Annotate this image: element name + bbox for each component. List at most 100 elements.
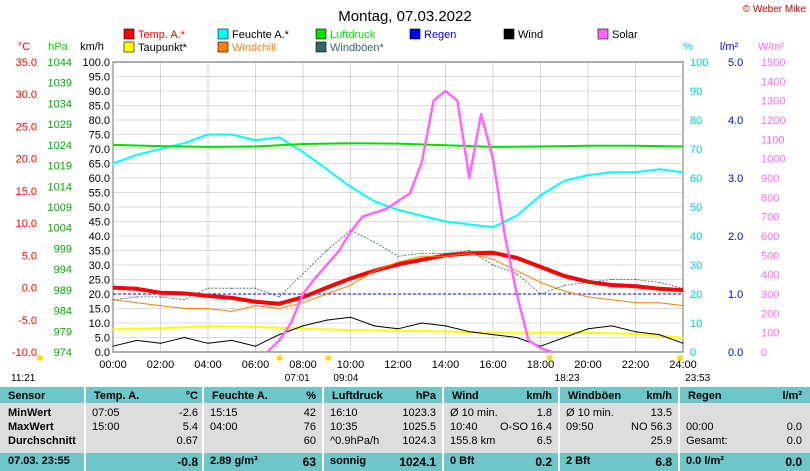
data-point xyxy=(254,326,257,328)
table-row: MaxWert xyxy=(0,420,84,434)
header-cell: Temp. A. °C xyxy=(86,389,204,403)
data-point xyxy=(492,258,494,260)
table-column: Wind km/h Ø 10 min. 1.8 10:40 O-SO 16.4 155.8 k… xyxy=(444,387,558,471)
data-point xyxy=(112,345,114,347)
data-point xyxy=(373,200,375,202)
data-point xyxy=(563,336,565,339)
pressure-tick-label: 994 xyxy=(54,264,72,276)
data-point xyxy=(136,296,138,298)
table-row: 15:15 42 xyxy=(204,406,322,420)
data-point xyxy=(397,200,399,202)
data-point xyxy=(159,342,162,344)
table-row: 2.89 g/m³ 63 xyxy=(204,454,322,469)
table-row: 25.9 xyxy=(560,434,678,448)
table-row: sonnig 1024.1 xyxy=(324,454,442,469)
data-point xyxy=(516,215,518,217)
pressure-tick-label: 1034 xyxy=(48,98,72,110)
cell-value: 6.5 xyxy=(536,435,552,447)
data-point xyxy=(397,328,399,330)
data-point xyxy=(373,212,375,214)
data-point xyxy=(444,220,447,223)
humidity-tick-label: 0 xyxy=(690,347,696,359)
legend-swatch xyxy=(217,28,229,40)
pressure-tick-label: 999 xyxy=(54,243,72,255)
series-layer xyxy=(112,89,684,354)
data-point xyxy=(658,288,660,290)
data-point xyxy=(492,226,494,228)
legend-label: Wind xyxy=(518,29,543,41)
data-point xyxy=(516,336,518,339)
data-point xyxy=(421,215,423,217)
x-tick-label: 18:00 xyxy=(527,359,555,371)
data-point xyxy=(587,145,589,147)
pressure-tick-label: 1009 xyxy=(48,202,72,214)
data-point xyxy=(539,293,542,295)
wind-tick-label: 40.0 xyxy=(89,231,110,243)
humidity-tick-label: 80 xyxy=(690,115,702,127)
row-label: MinWert xyxy=(8,407,52,419)
cell-time: Ø 10 min. xyxy=(450,407,498,419)
temp-tick-label: -5.0 xyxy=(18,315,37,327)
data-point xyxy=(492,334,494,336)
data-point xyxy=(254,145,257,148)
cell-time: 07:05 xyxy=(92,407,120,419)
data-point xyxy=(136,302,138,304)
data-point xyxy=(373,325,375,327)
data-point xyxy=(634,331,637,333)
header-cell: Wind km/h xyxy=(444,389,558,403)
table-row: 10:40 O-SO 16.4 xyxy=(444,420,558,434)
wind-tick-label: 85.0 xyxy=(89,101,110,113)
wind-tick-label: 45.0 xyxy=(89,217,110,229)
table-row xyxy=(680,406,808,420)
data-point xyxy=(349,284,352,286)
cell-value: -2.6 xyxy=(179,407,198,419)
data-point xyxy=(159,305,162,307)
data-point xyxy=(421,161,423,164)
wind-tick-label: 65.0 xyxy=(89,159,110,171)
cell-time: 0.0 l/m² xyxy=(686,455,724,467)
data-point xyxy=(136,288,138,290)
cell-value: 1023.3 xyxy=(402,407,436,419)
table-row: Gesamt: 0.0 xyxy=(680,434,808,448)
solar-tick-label: 100 xyxy=(761,328,779,340)
data-point xyxy=(349,186,352,188)
table-column: Luftdruck hPa 16:10 1023.3 10:35 1025.5 ^0.9hP… xyxy=(324,387,442,471)
data-point xyxy=(563,180,565,182)
x-tick-label: 10:00 xyxy=(337,359,365,371)
header-label: Temp. A. xyxy=(94,390,140,402)
data-point xyxy=(682,145,684,148)
header-label: Wind xyxy=(452,390,479,402)
sun-time-label: 18:23 xyxy=(555,373,580,384)
data-point xyxy=(682,337,684,339)
cell-value: 1025.5 xyxy=(402,421,436,433)
legend-swatch xyxy=(315,28,327,40)
axis-unit-label: hPa xyxy=(48,41,68,53)
data-point xyxy=(444,252,447,254)
humidity-tick-label: 30 xyxy=(690,260,702,272)
x-tick-label: 22:00 xyxy=(622,359,650,371)
data-point xyxy=(634,302,637,304)
table-row: 04:00 76 xyxy=(204,420,322,434)
data-point xyxy=(349,277,352,280)
data-point xyxy=(551,351,553,353)
sun-icon xyxy=(546,355,553,361)
temp-tick-label: 5.0 xyxy=(22,250,37,262)
data-point xyxy=(112,162,114,165)
sun-time-label: 11:21 xyxy=(11,373,36,384)
sun-icon xyxy=(37,355,43,361)
data-point xyxy=(587,296,589,298)
cell-value: 0.2 xyxy=(535,455,552,469)
cell-value: 1024.3 xyxy=(402,435,436,447)
data-point xyxy=(444,255,447,257)
solar-tick-label: 300 xyxy=(761,289,779,301)
legend-swatch xyxy=(597,28,609,40)
data-point xyxy=(231,287,233,289)
data-point xyxy=(278,303,280,305)
data-point xyxy=(159,145,162,147)
solar-tick-label: 600 xyxy=(761,231,779,243)
pressure-tick-label: 1014 xyxy=(48,181,72,193)
table-column: Regen l/m² 00:00 0.0 Gesamt: 0.0 0.0 l/m² 0.0 xyxy=(680,387,808,471)
rain-tick-label: 1.0 xyxy=(728,289,743,301)
axis-units: °C hPa km/h% l/m² W/m² xyxy=(18,41,785,53)
legend-label: Windchill xyxy=(232,42,276,54)
